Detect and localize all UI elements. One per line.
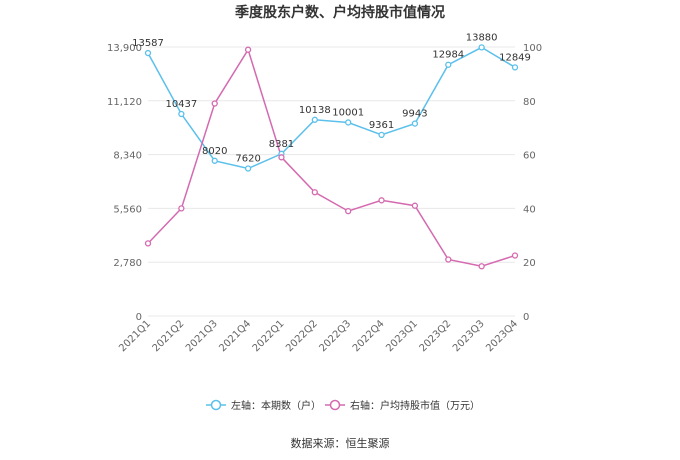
data-label: 10437 — [165, 99, 197, 110]
left-tick-label: 0 — [136, 312, 142, 323]
data-label: 8020 — [202, 146, 227, 157]
right-tick-label: 20 — [523, 258, 536, 269]
x-tick-label: 2023Q1 — [384, 318, 420, 354]
data-label: 13587 — [132, 38, 164, 49]
chart-title: 季度股东户数、户均持股市值情况 — [234, 4, 445, 21]
data-label: 13880 — [466, 32, 498, 43]
x-tick-label: 2021Q3 — [184, 318, 220, 354]
x-tick-label: 2023Q2 — [418, 318, 454, 354]
x-tick-label: 2022Q2 — [284, 318, 320, 354]
x-axis: 2021Q12021Q22021Q32021Q42022Q12022Q22022… — [117, 318, 520, 354]
legend-label-households: 左轴：本期数（户） — [231, 399, 321, 412]
data-point[interactable] — [411, 120, 419, 127]
data-point[interactable] — [478, 263, 485, 270]
data-point[interactable] — [445, 61, 452, 68]
right-tick-label: 0 — [523, 312, 529, 323]
left-tick-label: 2,780 — [113, 258, 142, 269]
left-tick-label: 8,340 — [113, 151, 142, 162]
right-tick-label: 100 — [523, 43, 542, 54]
right-tick-label: 60 — [523, 151, 536, 162]
x-tick-label: 2023Q3 — [451, 318, 487, 354]
x-tick-label: 2021Q1 — [117, 318, 153, 354]
x-tick-label: 2023Q4 — [484, 318, 520, 354]
right-tick-label: 80 — [523, 97, 536, 108]
series-points — [144, 44, 519, 270]
data-point[interactable] — [311, 116, 318, 123]
data-point[interactable] — [478, 44, 485, 51]
legend-item-households[interactable]: 左轴：本期数（户） — [206, 399, 321, 412]
right-axis: 0 20 40 60 80 100 — [523, 43, 542, 323]
data-label: 9943 — [402, 109, 427, 120]
data-label: 10001 — [332, 107, 364, 118]
data-point[interactable] — [345, 207, 352, 215]
series-line-0 — [147, 46, 516, 170]
right-tick-label: 40 — [523, 204, 536, 215]
series-lines — [147, 46, 516, 267]
data-point[interactable] — [244, 46, 252, 53]
data-point[interactable] — [511, 64, 519, 71]
data-point[interactable] — [244, 165, 252, 172]
series-line-1 — [147, 47, 516, 267]
source-text: 数据来源：恒生聚源 — [291, 436, 390, 450]
data-point[interactable] — [211, 100, 218, 107]
x-tick-label: 2022Q4 — [351, 318, 387, 354]
left-tick-label: 13,900 — [107, 43, 142, 54]
data-label: 9361 — [369, 120, 394, 131]
data-label: 7620 — [235, 154, 260, 165]
left-tick-label: 5,560 — [113, 204, 142, 215]
left-tick-label: 11,120 — [107, 97, 142, 108]
data-label: 10138 — [299, 105, 331, 116]
data-point[interactable] — [144, 49, 152, 57]
data-label: 12849 — [499, 52, 531, 63]
data-point[interactable] — [178, 110, 185, 118]
data-point[interactable] — [178, 205, 185, 212]
x-tick-label: 2021Q2 — [151, 318, 187, 354]
x-tick-label: 2021Q4 — [217, 318, 253, 354]
legend-label-avg-value: 右轴：户均持股市值（万元） — [350, 399, 480, 412]
data-point[interactable] — [144, 240, 152, 247]
data-point[interactable] — [311, 189, 318, 196]
data-point[interactable] — [445, 256, 452, 263]
data-point[interactable] — [511, 252, 519, 259]
legend-item-avg-value[interactable]: 右轴：户均持股市值（万元） — [325, 399, 480, 412]
left-axis: 0 2,780 5,560 8,340 11,120 13,900 — [107, 43, 142, 323]
x-tick-label: 2022Q1 — [251, 318, 287, 354]
data-point[interactable] — [378, 131, 385, 138]
data-label: 12984 — [432, 50, 464, 61]
data-point[interactable] — [411, 202, 419, 209]
data-point[interactable] — [378, 197, 385, 204]
data-labels: 13587 10437 8020 7620 8381 10138 10001 9361 9943… — [132, 32, 531, 164]
data-point[interactable] — [211, 157, 218, 164]
x-tick-label: 2022Q3 — [317, 318, 353, 354]
data-point[interactable] — [278, 154, 285, 161]
legend: 左轴：本期数（户） 右轴：户均持股市值（万元） — [206, 399, 480, 412]
gridlines — [148, 46, 515, 317]
data-point[interactable] — [345, 119, 352, 126]
data-label: 8381 — [269, 139, 294, 150]
